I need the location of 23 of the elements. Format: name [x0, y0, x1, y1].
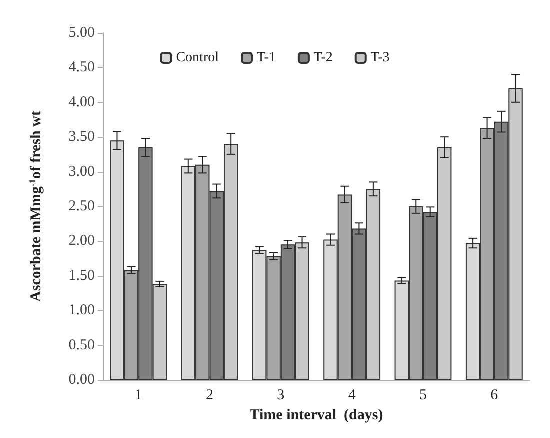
- x-axis-title: Time interval (days): [250, 407, 384, 424]
- y-tick-label: 0.00: [68, 372, 95, 388]
- y-tick-label: 5.00: [68, 25, 95, 41]
- x-tick-label: 4: [348, 388, 356, 404]
- legend-label: T-2: [314, 50, 333, 66]
- y-tick-label: 1.00: [68, 302, 95, 319]
- y-tick-label: 3.50: [68, 129, 95, 146]
- y-axis-title: Ascorbate mMmg-1of fresh wt: [28, 111, 44, 302]
- x-tick-label: 5: [420, 388, 427, 404]
- y-tick-label: 4.00: [68, 94, 95, 110]
- y-tick-label: 0.50: [68, 337, 95, 354]
- y-tick-label: 2.00: [68, 233, 95, 250]
- legend-label: Control: [176, 50, 220, 66]
- y-tick-label: 1.50: [68, 268, 95, 284]
- legend-label: T-1: [256, 50, 276, 66]
- x-tick-label: 6: [490, 388, 499, 404]
- legend-label: T-3: [370, 50, 390, 66]
- x-tick-label: 1: [134, 388, 142, 404]
- y-tick-label: 2.50: [68, 198, 95, 214]
- x-tick-label: 3: [277, 388, 285, 404]
- y-tick-label: 4.50: [68, 60, 95, 76]
- x-tick-label: 2: [206, 388, 214, 404]
- y-tick-label: 3.00: [68, 164, 95, 180]
